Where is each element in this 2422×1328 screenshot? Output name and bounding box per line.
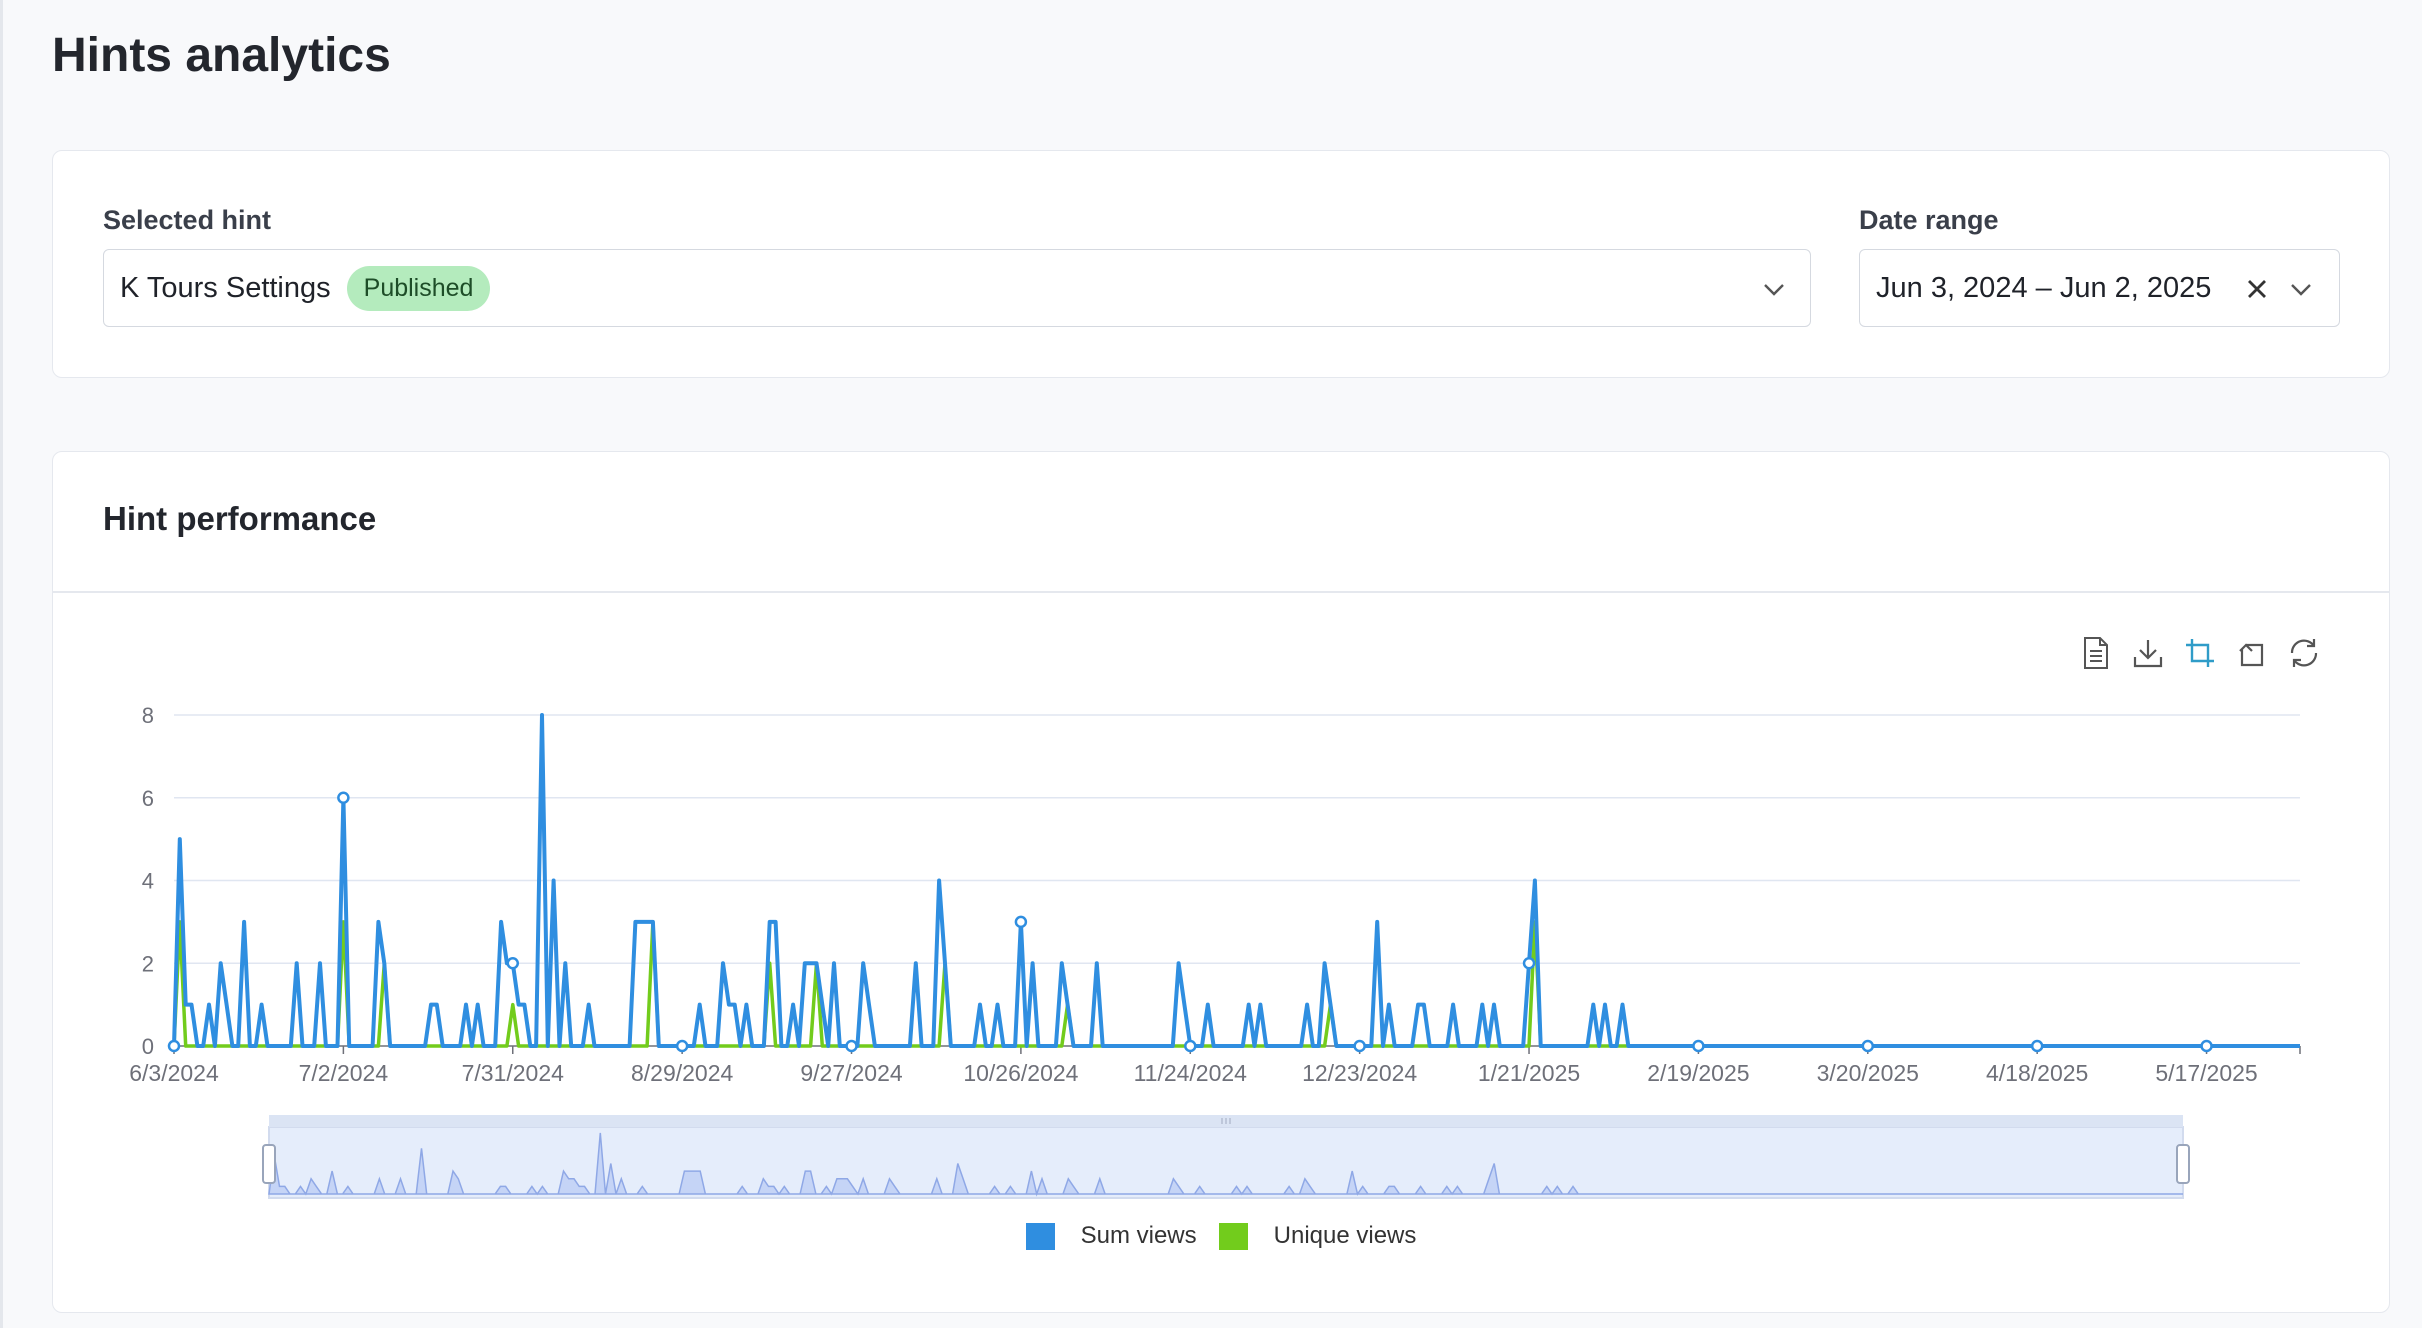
data-point [1861, 1039, 1875, 1053]
x-tick-label: 1/21/2025 [1478, 1060, 1580, 1086]
legend-swatch-sum [1025, 1222, 1055, 1250]
chevron-down-icon[interactable] [1754, 250, 1794, 328]
legend-label-unique: Unique views [1273, 1222, 1417, 1249]
series-line-unique-views [172, 920, 2300, 1048]
x-tick-label: 3/20/2025 [1817, 1060, 1919, 1086]
status-badge: Published [346, 265, 491, 311]
page-title: Hints analytics [52, 29, 391, 82]
y-tick-label: 8 [142, 703, 154, 728]
left-edge [0, 0, 3, 1328]
x-tick-label: 6/3/2024 [129, 1060, 219, 1086]
legend-swatch-unique [1218, 1222, 1248, 1250]
data-point [337, 791, 350, 804]
x-tick-label: 2/19/2025 [1647, 1060, 1749, 1086]
zoom-slider-track [268, 1126, 2184, 1199]
date-range-select[interactable]: Jun 3, 2024 – Jun 2, 2025 [1859, 249, 2340, 327]
divider [53, 591, 2389, 593]
data-point [506, 957, 520, 970]
legend-item-unique-views[interactable]: Unique views [1218, 1222, 1417, 1250]
selected-hint-label: Selected hint [103, 205, 272, 235]
section-title: Hint performance [103, 500, 377, 537]
x-tick-label: 10/26/2024 [963, 1060, 1078, 1086]
y-tick-label: 6 [142, 786, 154, 811]
data-point [1014, 915, 1028, 929]
data-point [2030, 1039, 2044, 1053]
data-point [2200, 1039, 2213, 1053]
legend-item-sum-views[interactable]: Sum views [1025, 1222, 1197, 1250]
filters-card: Selected hint K Tours Settings Published… [52, 150, 2390, 378]
clear-icon[interactable] [2237, 250, 2277, 328]
x-tick-label: 4/18/2025 [1986, 1060, 2088, 1086]
x-tick-label: 8/29/2024 [631, 1060, 734, 1086]
chart-toolbox [2078, 635, 2322, 671]
zoom-handle-left [262, 1144, 276, 1184]
date-range-label: Date range [1859, 205, 1999, 235]
x-tick-label: 5/17/2025 [2155, 1060, 2257, 1086]
y-tick-label: 0 [142, 1034, 154, 1059]
x-tick-label: 11/24/2024 [1134, 1060, 1248, 1086]
series-line-sum-views [172, 713, 2300, 1048]
x-tick-label: 7/2/2024 [299, 1060, 389, 1086]
y-tick-label: 2 [142, 951, 154, 976]
data-point [675, 1039, 689, 1053]
data-point [167, 1039, 181, 1053]
x-tick-label: 7/31/2024 [462, 1060, 565, 1086]
chart-legend: Sum views Unique views [53, 1222, 2389, 1250]
data-point [1184, 1039, 1197, 1053]
download-icon[interactable] [2130, 635, 2166, 671]
hint-select[interactable]: K Tours Settings Published [103, 249, 1811, 327]
y-tick-label: 4 [142, 869, 154, 894]
chevron-down-icon[interactable] [2281, 250, 2321, 328]
data-point [1692, 1039, 1705, 1053]
zoom-slider-preview [268, 1132, 2183, 1197]
zoom-select-icon[interactable] [2182, 635, 2218, 671]
x-tick-label: 12/23/2024 [1302, 1060, 1417, 1086]
hint-performance-card: Hint performance 0 2 4 6 8 6/3/2024 7/2/2024 7/… [52, 451, 2390, 1313]
data-point [845, 1039, 858, 1053]
zoom-handle-right [2176, 1144, 2190, 1184]
date-range-value: Jun 3, 2024 – Jun 2, 2025 [1876, 271, 2212, 304]
data-view-icon[interactable] [2078, 635, 2114, 671]
legend-label-sum: Sum views [1080, 1222, 1197, 1249]
hint-select-value: K Tours Settings [120, 271, 331, 304]
restore-icon[interactable] [2286, 635, 2322, 671]
hint-performance-chart: 0 2 4 6 8 6/3/2024 7/2/2024 7/31/2024 8/29/2024 9… [129, 703, 2301, 1199]
zoom-reset-icon[interactable] [2234, 635, 2270, 671]
x-tick-label: 9/27/2024 [800, 1060, 903, 1086]
data-point [1522, 957, 1536, 970]
data-point [1353, 1039, 1366, 1053]
